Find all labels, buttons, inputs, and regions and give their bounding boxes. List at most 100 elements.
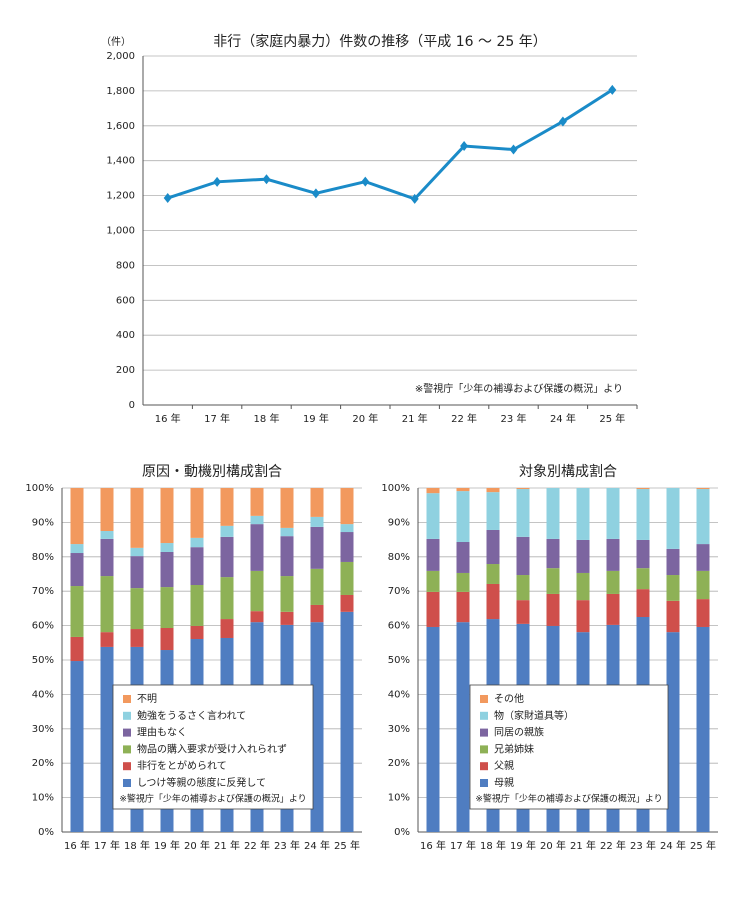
bar-segment <box>426 591 440 627</box>
legend-swatch <box>123 762 131 771</box>
point <box>361 176 370 187</box>
bar-segment <box>516 488 530 490</box>
legend-swatch <box>480 745 488 754</box>
bar-segment <box>546 488 560 539</box>
bar-segment <box>426 626 440 832</box>
bar-segment <box>160 628 174 651</box>
bar-segment <box>220 619 234 638</box>
point <box>608 84 617 95</box>
bar-segment <box>456 488 470 492</box>
y-tick-label: 60% <box>388 621 410 632</box>
bar-segment <box>250 570 264 612</box>
bar-segment <box>546 538 560 569</box>
x-tick-label: 19 年 <box>154 839 180 852</box>
bar-segment <box>696 489 710 545</box>
x-tick-label: 19 年 <box>303 412 329 425</box>
legend-swatch <box>480 762 488 771</box>
y-tick-label: 400 <box>116 330 135 341</box>
bar-segment <box>250 488 264 516</box>
x-tick-label: 24 年 <box>304 839 330 852</box>
bar-segment <box>70 636 84 662</box>
bar-segment <box>456 491 470 543</box>
y-tick-label: 20% <box>388 758 410 769</box>
bar-segment <box>426 488 440 494</box>
y-tick-label: 10% <box>388 793 410 804</box>
bar-segment <box>426 493 440 539</box>
chart-title: 原因・動機別構成割合 <box>142 463 282 480</box>
legend-label: 同居の親族 <box>494 726 544 739</box>
y-axis-label: （件） <box>101 36 131 48</box>
bar-segment <box>546 568 560 594</box>
bar-segment <box>70 661 84 832</box>
legend-label: 非行をとがめられて <box>137 759 227 772</box>
bar-segment <box>606 570 620 594</box>
x-tick-label: 20 年 <box>540 839 566 852</box>
chart-title: 対象別構成割合 <box>519 463 617 480</box>
y-tick-label: 90% <box>32 517 54 528</box>
bar-segment <box>426 570 440 592</box>
x-tick-label: 25 年 <box>599 412 625 425</box>
y-tick-label: 1,800 <box>106 86 135 97</box>
bar-segment <box>70 488 84 545</box>
legend-label: その他 <box>494 692 524 705</box>
point <box>213 176 222 187</box>
x-tick-label: 25 年 <box>690 839 716 852</box>
bar-segment <box>456 572 470 592</box>
bar-segment <box>190 547 204 586</box>
x-tick-label: 16 年 <box>420 839 446 852</box>
bar-segment <box>666 548 680 576</box>
bar-segment <box>280 611 294 625</box>
y-tick-label: 60% <box>32 621 54 632</box>
bar-segment <box>486 564 500 584</box>
bar-segment <box>696 599 710 627</box>
bar-segment <box>696 544 710 571</box>
bar-segment <box>340 594 354 612</box>
bar-segment <box>220 536 234 578</box>
bar-segment <box>160 488 174 544</box>
x-tick-label: 16 年 <box>64 839 90 852</box>
legend-swatch <box>123 695 131 703</box>
legend-swatch <box>480 695 488 703</box>
bar-segment <box>486 529 500 565</box>
x-tick-label: 17 年 <box>94 839 120 852</box>
bar-segment <box>456 622 470 832</box>
bar-segment <box>310 488 324 517</box>
y-tick-label: 80% <box>32 552 54 563</box>
bar-segment <box>100 646 114 832</box>
y-tick-label: 1,000 <box>106 226 135 237</box>
bar-segment <box>310 604 324 623</box>
bar-segment <box>310 516 324 527</box>
legend-label: 物（家財道具等） <box>494 709 574 722</box>
bar-segment <box>636 568 650 590</box>
x-tick-label: 17 年 <box>450 839 476 852</box>
legend-swatch <box>123 711 131 720</box>
y-tick-label: 80% <box>388 552 410 563</box>
bar-segment <box>250 611 264 623</box>
legend-swatch <box>480 779 488 787</box>
note: ※警視庁「少年の補導および保護の概況」より <box>475 793 662 805</box>
point <box>311 188 320 199</box>
x-tick-label: 16 年 <box>155 412 181 425</box>
note: ※警視庁「少年の補導および保護の概況」より <box>119 793 306 805</box>
legend-swatch <box>480 711 488 720</box>
point <box>460 141 469 152</box>
x-tick-label: 22 年 <box>600 839 626 852</box>
legend-swatch <box>480 728 488 737</box>
x-tick-label: 23 年 <box>274 839 300 852</box>
point <box>509 144 518 155</box>
y-tick-label: 40% <box>32 689 54 700</box>
bar-segment <box>280 488 294 528</box>
bar-segment <box>666 632 680 832</box>
note: ※警視庁「少年の補導および保護の概況」より <box>415 382 623 395</box>
legend-label: 理由もなく <box>137 726 187 739</box>
bar-segment <box>70 544 84 554</box>
bar-segment <box>576 600 590 633</box>
bar-segment <box>340 532 354 562</box>
legend-label: 母親 <box>494 776 514 789</box>
y-tick-label: 600 <box>116 295 135 306</box>
bar-segment <box>130 556 144 589</box>
bar-segment <box>190 488 204 538</box>
y-tick-label: 2,000 <box>106 51 135 62</box>
bar-segment <box>516 489 530 537</box>
